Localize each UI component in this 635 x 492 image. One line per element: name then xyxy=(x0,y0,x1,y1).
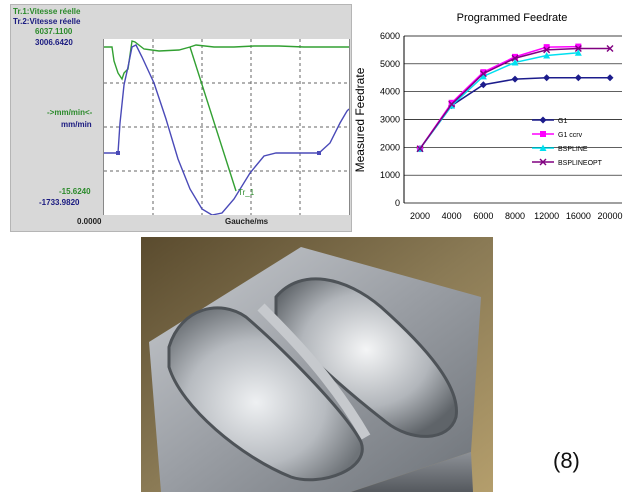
data-point xyxy=(606,45,614,53)
x-tick-label: 16000 xyxy=(566,211,591,221)
y-top-value-1: 6037.1100 xyxy=(35,27,73,36)
trace-plot-area: Tr_1 xyxy=(103,39,350,215)
data-point xyxy=(512,53,518,60)
legend-marker xyxy=(540,131,546,137)
trace2-title: Tr.2:Vitesse réelle xyxy=(13,17,81,26)
chart-title: Programmed Feedrate xyxy=(457,12,568,24)
x-axis-label: Gauche/ms xyxy=(225,217,269,226)
trace-marker xyxy=(116,151,120,155)
trace-plot-svg: Tr_1 xyxy=(104,39,349,215)
x-start-label: 0.0000 xyxy=(77,217,102,226)
unit-label-2: mm/min xyxy=(61,120,92,129)
unit-label-1: ->mm/min<- xyxy=(47,108,93,117)
trace-marker-label: Tr_1 xyxy=(238,188,255,197)
left-cavity xyxy=(167,306,364,482)
data-point xyxy=(575,43,582,50)
data-point xyxy=(574,45,582,53)
data-point xyxy=(511,58,519,66)
legend-marker xyxy=(539,158,547,166)
y-bottom-value-1: -15.6240 xyxy=(59,187,91,196)
trace-marker xyxy=(317,151,321,155)
trace-1-drop xyxy=(189,46,237,192)
figure-caption: (8) xyxy=(553,448,580,473)
feedrate-chart: Programmed Feedrate Measured Feedrate 0 1… xyxy=(352,8,632,232)
data-point xyxy=(606,74,614,82)
data-point xyxy=(416,145,424,153)
y-bottom-value-2: -1733.9820 xyxy=(39,198,80,207)
velocity-trace-panel: Tr.1:Vitesse réelle Tr.2:Vitesse réelle … xyxy=(10,4,352,232)
x-tick-label: 8000 xyxy=(505,211,525,221)
data-point-stroke xyxy=(574,45,582,53)
data-point-stroke xyxy=(606,45,614,53)
x-tick-labels: 2000 4000 6000 8000 12000 16000 20000 xyxy=(410,211,623,221)
data-point-stroke xyxy=(448,100,456,108)
machined-part-svg xyxy=(141,237,493,492)
legend-label: G1 xyxy=(558,118,567,125)
x-tick-label: 4000 xyxy=(442,211,462,221)
data-point xyxy=(511,75,519,83)
data-point xyxy=(479,81,487,89)
y-axis-label: Measured Feedrate xyxy=(353,67,367,172)
data-point-stroke xyxy=(543,46,551,54)
y-tick-label: 1000 xyxy=(380,170,400,180)
y-tick-labels: 0 1000 2000 3000 4000 5000 6000 xyxy=(380,31,400,208)
x-tick-label: 20000 xyxy=(597,211,622,221)
series-line-3 xyxy=(419,51,579,150)
x-tick-label: 12000 xyxy=(534,211,559,221)
chart-series xyxy=(416,43,614,153)
x-tick-label: 6000 xyxy=(473,211,493,221)
data-point-stroke xyxy=(479,70,487,78)
data-point-stroke xyxy=(511,54,519,62)
trace-1-line xyxy=(104,40,349,81)
series-line-2 xyxy=(419,45,579,150)
chart-legend: G1 G1 ccrv BSPLINE BSPLINEOPT xyxy=(532,116,603,167)
metal-block-side xyxy=(351,452,473,492)
data-point xyxy=(479,72,487,80)
center-rib xyxy=(257,303,371,440)
data-point-stroke xyxy=(416,145,424,153)
legend-label: BSPLINEOPT xyxy=(558,160,603,167)
data-point xyxy=(448,100,456,108)
y-top-value-2: 3006.6420 xyxy=(35,38,73,47)
y-tick-label: 6000 xyxy=(380,31,400,41)
legend-marker xyxy=(539,116,547,124)
feedrate-chart-svg: Programmed Feedrate Measured Feedrate 0 1… xyxy=(353,12,623,221)
data-point xyxy=(543,74,551,82)
y-tick-label: 0 xyxy=(395,198,400,208)
data-point xyxy=(543,44,550,51)
trace1-title: Tr.1:Vitesse réelle xyxy=(13,7,81,16)
trace-grid xyxy=(104,39,349,215)
data-point xyxy=(543,51,551,59)
data-point xyxy=(543,46,551,54)
x-tick-label: 2000 xyxy=(410,211,430,221)
legend-marker xyxy=(539,144,547,151)
legend-label: BSPLINE xyxy=(558,146,588,153)
y-tick-label: 3000 xyxy=(380,115,400,125)
machined-part-photo xyxy=(141,237,493,492)
chart-gridlines xyxy=(403,35,622,204)
data-point xyxy=(574,49,582,56)
data-point xyxy=(479,70,487,78)
data-point xyxy=(511,54,519,62)
legend-label: G1 ccrv xyxy=(558,132,583,139)
data-point-stroke xyxy=(539,158,547,166)
y-tick-label: 5000 xyxy=(380,59,400,69)
trace-2-markers xyxy=(116,151,321,155)
data-point xyxy=(480,69,487,76)
trace-2-line xyxy=(104,44,349,215)
data-point xyxy=(574,74,582,82)
y-tick-label: 4000 xyxy=(380,87,400,97)
y-tick-label: 2000 xyxy=(380,142,400,152)
